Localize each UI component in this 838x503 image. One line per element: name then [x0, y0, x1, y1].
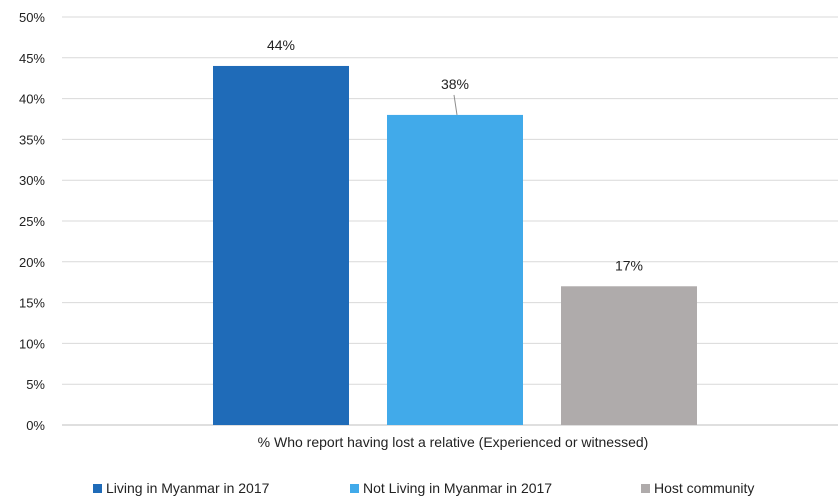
y-axis-ticks: 0% 5% 10% 15% 20% 25% 30% 35% 40% 45% 50% [19, 10, 45, 433]
y-tick-label: 0% [26, 418, 45, 433]
y-tick-label: 5% [26, 377, 45, 392]
legend-item: Living in Myanmar in 2017 [93, 480, 269, 496]
y-tick-label: 15% [19, 296, 45, 311]
data-label-leader-line [453, 94, 458, 115]
bar [561, 286, 697, 425]
bar-chart: 0% 5% 10% 15% 20% 25% 30% 35% 40% 45% 50% 44% 38% 17… [19, 10, 838, 450]
y-tick-label: 40% [19, 92, 45, 107]
y-tick-label: 30% [19, 173, 45, 188]
legend-item: Host community [641, 480, 754, 496]
x-axis-category-label: % Who report having lost a relative (Exp… [258, 434, 649, 450]
y-tick-label: 25% [19, 214, 45, 229]
data-labels: 44% 38% 17% [267, 37, 643, 273]
data-label: 17% [615, 257, 643, 273]
legend-swatch [93, 483, 102, 493]
bars [213, 65, 697, 426]
bar [387, 114, 523, 426]
legend-label: Host community [654, 480, 755, 496]
data-label: 44% [267, 37, 295, 53]
y-tick-label: 10% [19, 336, 45, 351]
data-label: 38% [441, 76, 469, 92]
legend-label: Living in Myanmar in 2017 [106, 480, 270, 496]
legend: Living in Myanmar in 2017 Not Living in M… [0, 480, 838, 500]
bar [213, 65, 349, 426]
y-tick-label: 45% [19, 51, 45, 66]
y-tick-label: 35% [19, 132, 45, 147]
y-tick-label: 20% [19, 255, 45, 270]
legend-label: Not Living in Myanmar in 2017 [363, 480, 553, 496]
legend-swatch [641, 483, 650, 493]
legend-swatch [350, 483, 359, 493]
y-tick-label: 50% [19, 10, 45, 25]
legend-item: Not Living in Myanmar in 2017 [350, 480, 552, 496]
